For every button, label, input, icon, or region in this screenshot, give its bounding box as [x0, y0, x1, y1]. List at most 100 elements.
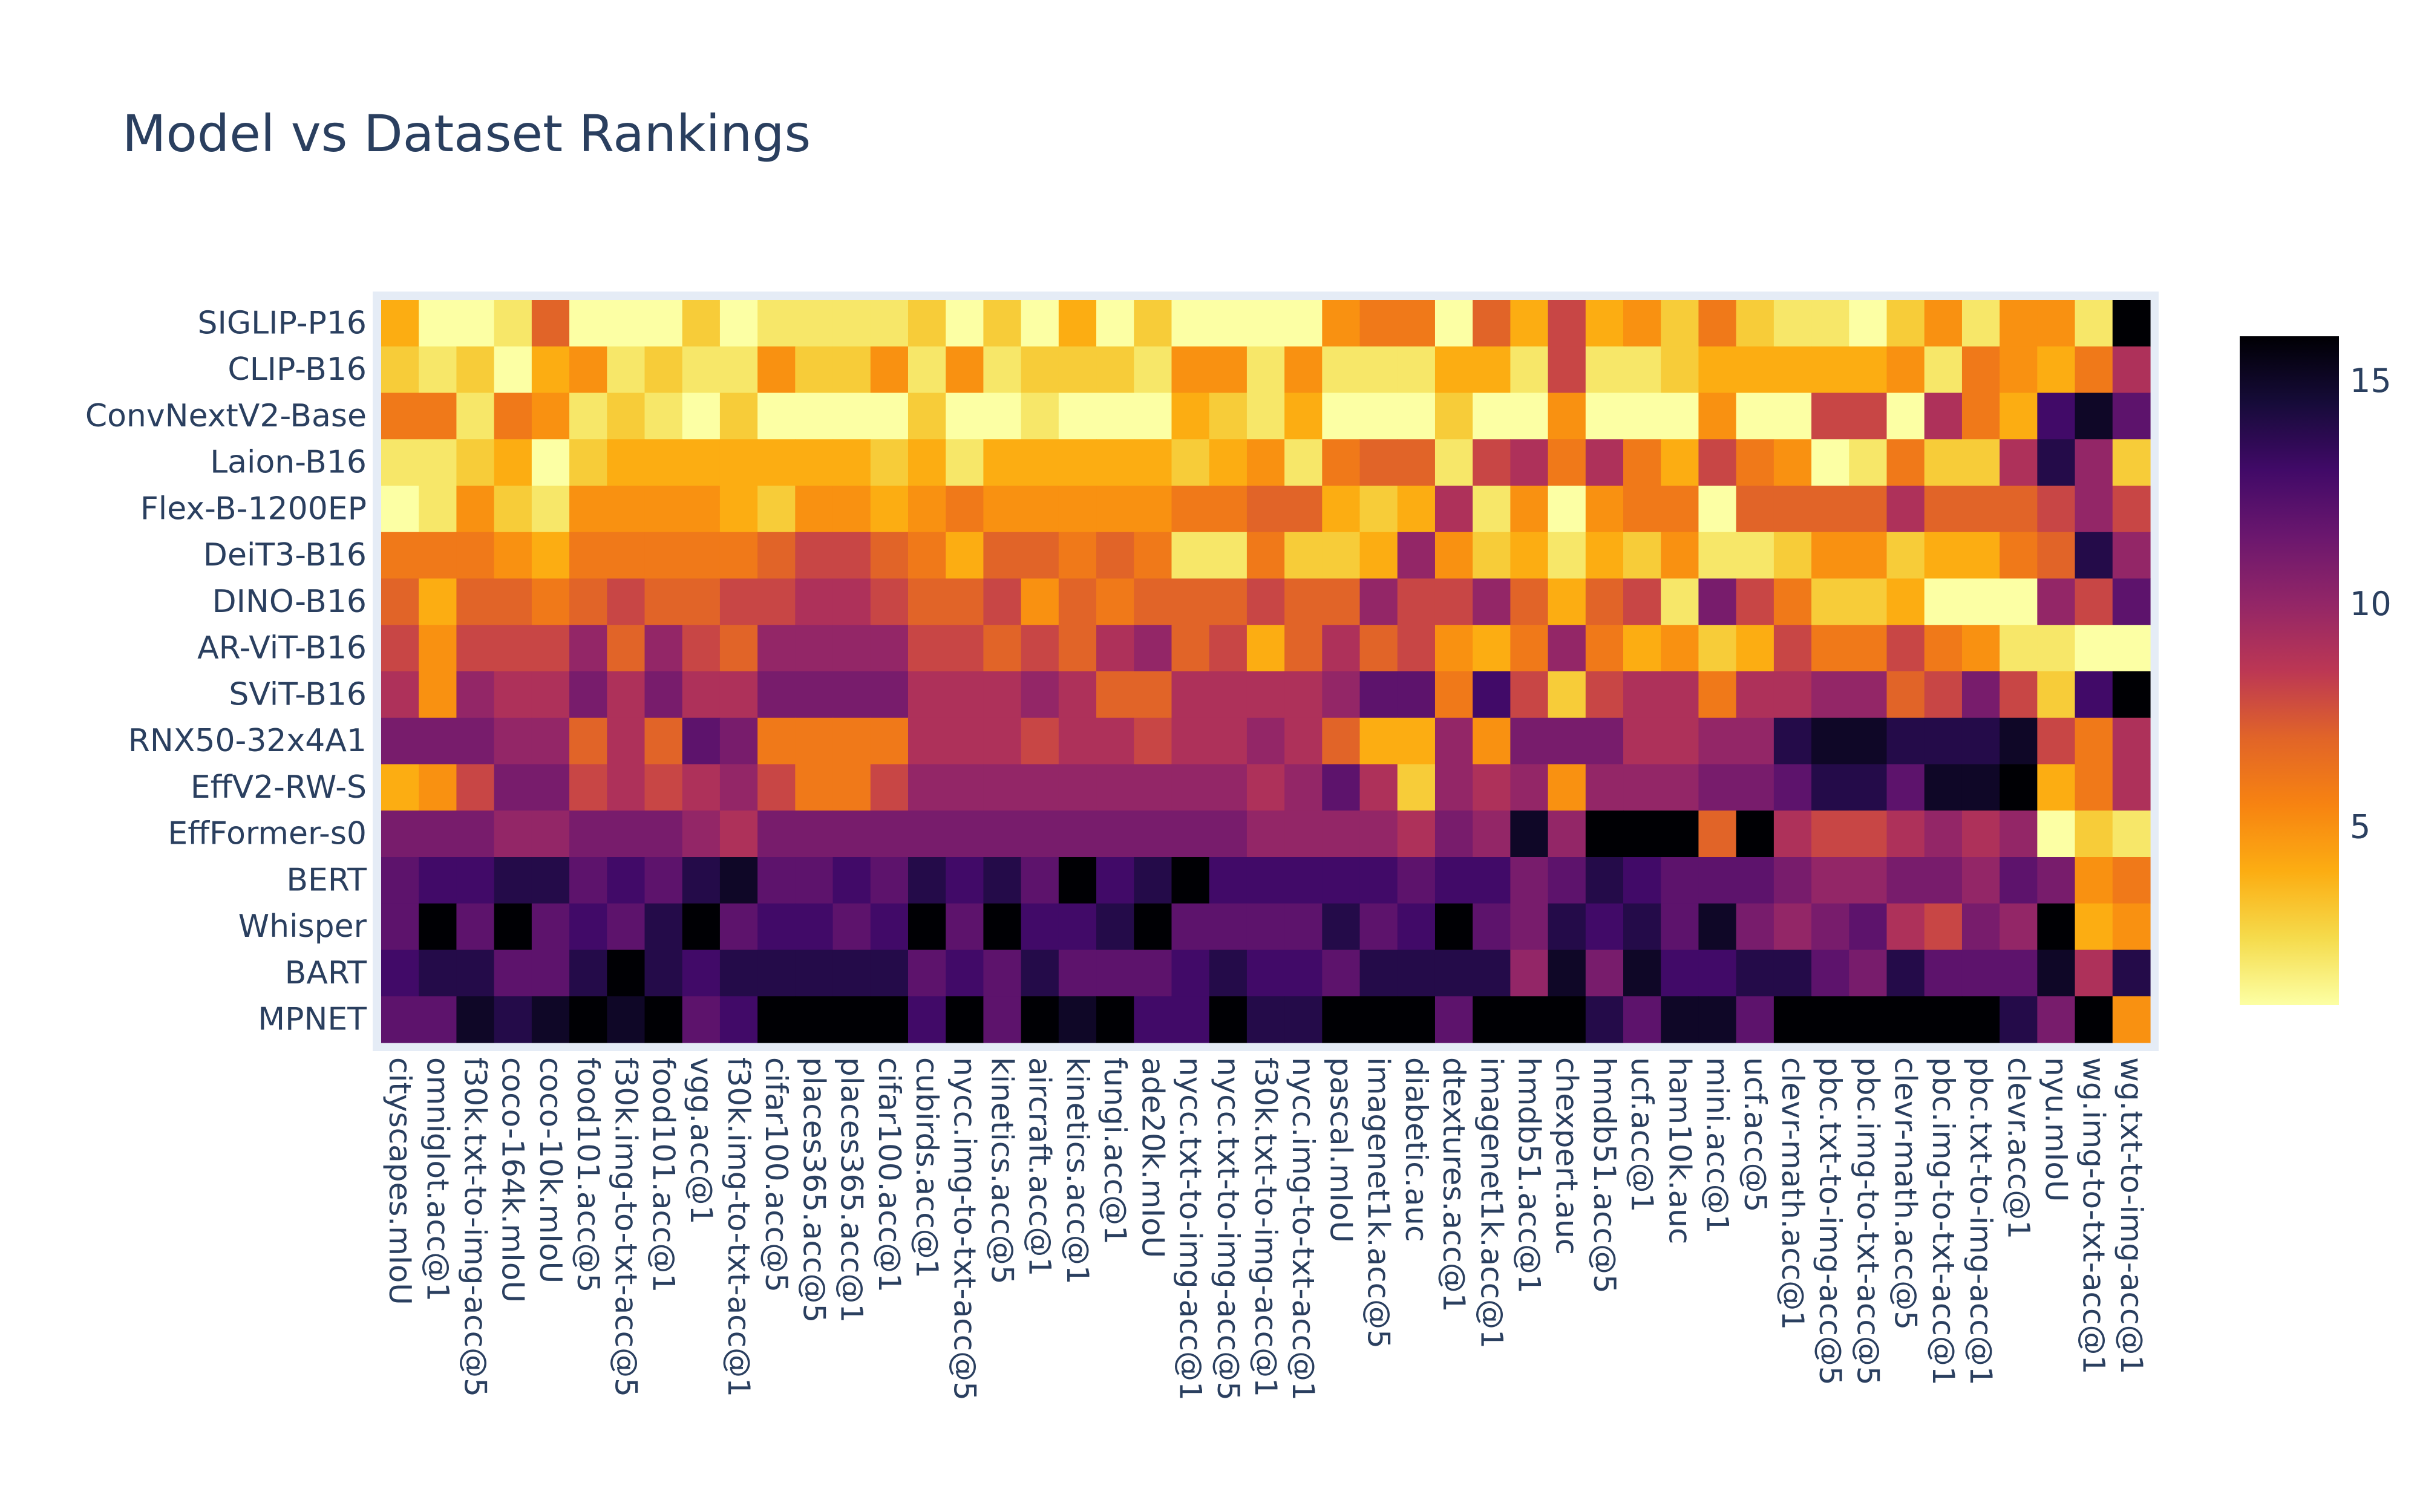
heatmap-cell [1096, 625, 1134, 672]
heatmap-cell [1134, 857, 1172, 904]
heatmap-cell [607, 578, 646, 625]
heatmap-cell [832, 346, 871, 394]
heatmap-cell [2075, 671, 2113, 719]
heatmap-cell [946, 950, 984, 997]
heatmap-cell [381, 950, 419, 997]
heatmap-cell [908, 764, 946, 811]
heatmap-cell [494, 717, 532, 765]
heatmap-cell [1134, 717, 1172, 765]
heatmap-cell [607, 439, 646, 486]
heatmap-cell [2000, 810, 2038, 858]
heatmap-cell [1359, 996, 1398, 1043]
heatmap-cell [2112, 439, 2151, 486]
heatmap-cell [719, 486, 758, 533]
heatmap-cell [1434, 810, 1473, 858]
heatmap-cell [2000, 996, 2038, 1043]
heatmap-cell [1058, 486, 1097, 533]
heatmap-cell [682, 903, 721, 951]
heatmap-cell [2075, 717, 2113, 765]
y-tick-label: CLIP-B16 [227, 351, 367, 388]
heatmap-cell [1322, 810, 1361, 858]
y-tick-label: BERT [286, 862, 367, 898]
heatmap-cell [1322, 393, 1361, 440]
heatmap-cell [1246, 486, 1285, 533]
heatmap-cell [1849, 532, 1888, 579]
colorbar-ticks: 5 10 15 [2350, 362, 2392, 846]
x-tick-label: kinetics.acc@5 [985, 1057, 1020, 1285]
heatmap-cell [1698, 625, 1737, 672]
heatmap-cell [719, 903, 758, 951]
heatmap-cell [908, 393, 946, 440]
heatmap-cell [1849, 996, 1888, 1043]
heatmap-cell [1209, 486, 1248, 533]
heatmap-cell [607, 532, 646, 579]
heatmap-cell [1886, 300, 1925, 347]
heatmap-cell [1434, 346, 1473, 394]
heatmap-cell [1510, 857, 1549, 904]
heatmap-cell [2112, 810, 2151, 858]
heatmap-cell [1134, 671, 1172, 719]
heatmap-cell [1585, 717, 1624, 765]
heatmap-cell [1397, 810, 1436, 858]
heatmap-cell [682, 625, 721, 672]
y-tick-label: DeiT3-B16 [203, 537, 367, 573]
heatmap-cell [1134, 764, 1172, 811]
heatmap-cell [1322, 950, 1361, 997]
heatmap-cell [1134, 439, 1172, 486]
heatmap-cell [1773, 439, 1812, 486]
heatmap-cell [1736, 671, 1774, 719]
heatmap-cell [1021, 578, 1059, 625]
heatmap-cell [983, 300, 1022, 347]
heatmap-cell [832, 393, 871, 440]
heatmap-cell [1096, 996, 1134, 1043]
heatmap-cell [870, 532, 909, 579]
heatmap-cell [1924, 857, 1963, 904]
heatmap-cell [1773, 346, 1812, 394]
heatmap-cell [682, 950, 721, 997]
heatmap-cell [1811, 486, 1849, 533]
heatmap-cell [1924, 486, 1963, 533]
heatmap-cell [531, 532, 570, 579]
heatmap-cell [870, 439, 909, 486]
heatmap-cell [1434, 717, 1473, 765]
heatmap-cell [1736, 578, 1774, 625]
heatmap-cell [644, 486, 683, 533]
heatmap-cell [1585, 532, 1624, 579]
heatmap-cell [1246, 903, 1285, 951]
y-axis-labels: SIGLIP-P16 CLIP-B16 ConvNextV2-Base Laion-B… [85, 305, 367, 1037]
heatmap-cell [1171, 486, 1210, 533]
heatmap-cell [531, 717, 570, 765]
x-tick-label: f30k.img-to-txt-acc@1 [721, 1057, 756, 1397]
heatmap-cell [908, 717, 946, 765]
heatmap-cell [719, 346, 758, 394]
heatmap-cell [908, 300, 946, 347]
heatmap-cell [2000, 578, 2038, 625]
heatmap-cell [870, 950, 909, 997]
heatmap-cell [1058, 996, 1097, 1043]
heatmap-cell [644, 810, 683, 858]
heatmap-cell [644, 439, 683, 486]
heatmap-cell [682, 764, 721, 811]
heatmap-cell [1134, 950, 1172, 997]
heatmap-cell [1246, 346, 1285, 394]
heatmap-cell [1698, 903, 1737, 951]
heatmap-cell [1961, 810, 2000, 858]
heatmap-cell [1698, 764, 1737, 811]
heatmap-cell [1961, 532, 2000, 579]
heatmap-cell [644, 950, 683, 997]
heatmap-cell [1585, 857, 1624, 904]
heatmap-cell [2000, 439, 2038, 486]
heatmap-cell [1134, 996, 1172, 1043]
heatmap-cell [1246, 439, 1285, 486]
heatmap-cell [1096, 346, 1134, 394]
heatmap-cell [757, 717, 796, 765]
heatmap-cell [1585, 671, 1624, 719]
heatmap-cell [456, 810, 495, 858]
heatmap-cell [1209, 578, 1248, 625]
chart-title: Model vs Dataset Rankings [122, 104, 811, 163]
heatmap-cell [1811, 625, 1849, 672]
heatmap-cell [1849, 903, 1888, 951]
heatmap-cell [1473, 857, 1511, 904]
heatmap-cell [531, 857, 570, 904]
